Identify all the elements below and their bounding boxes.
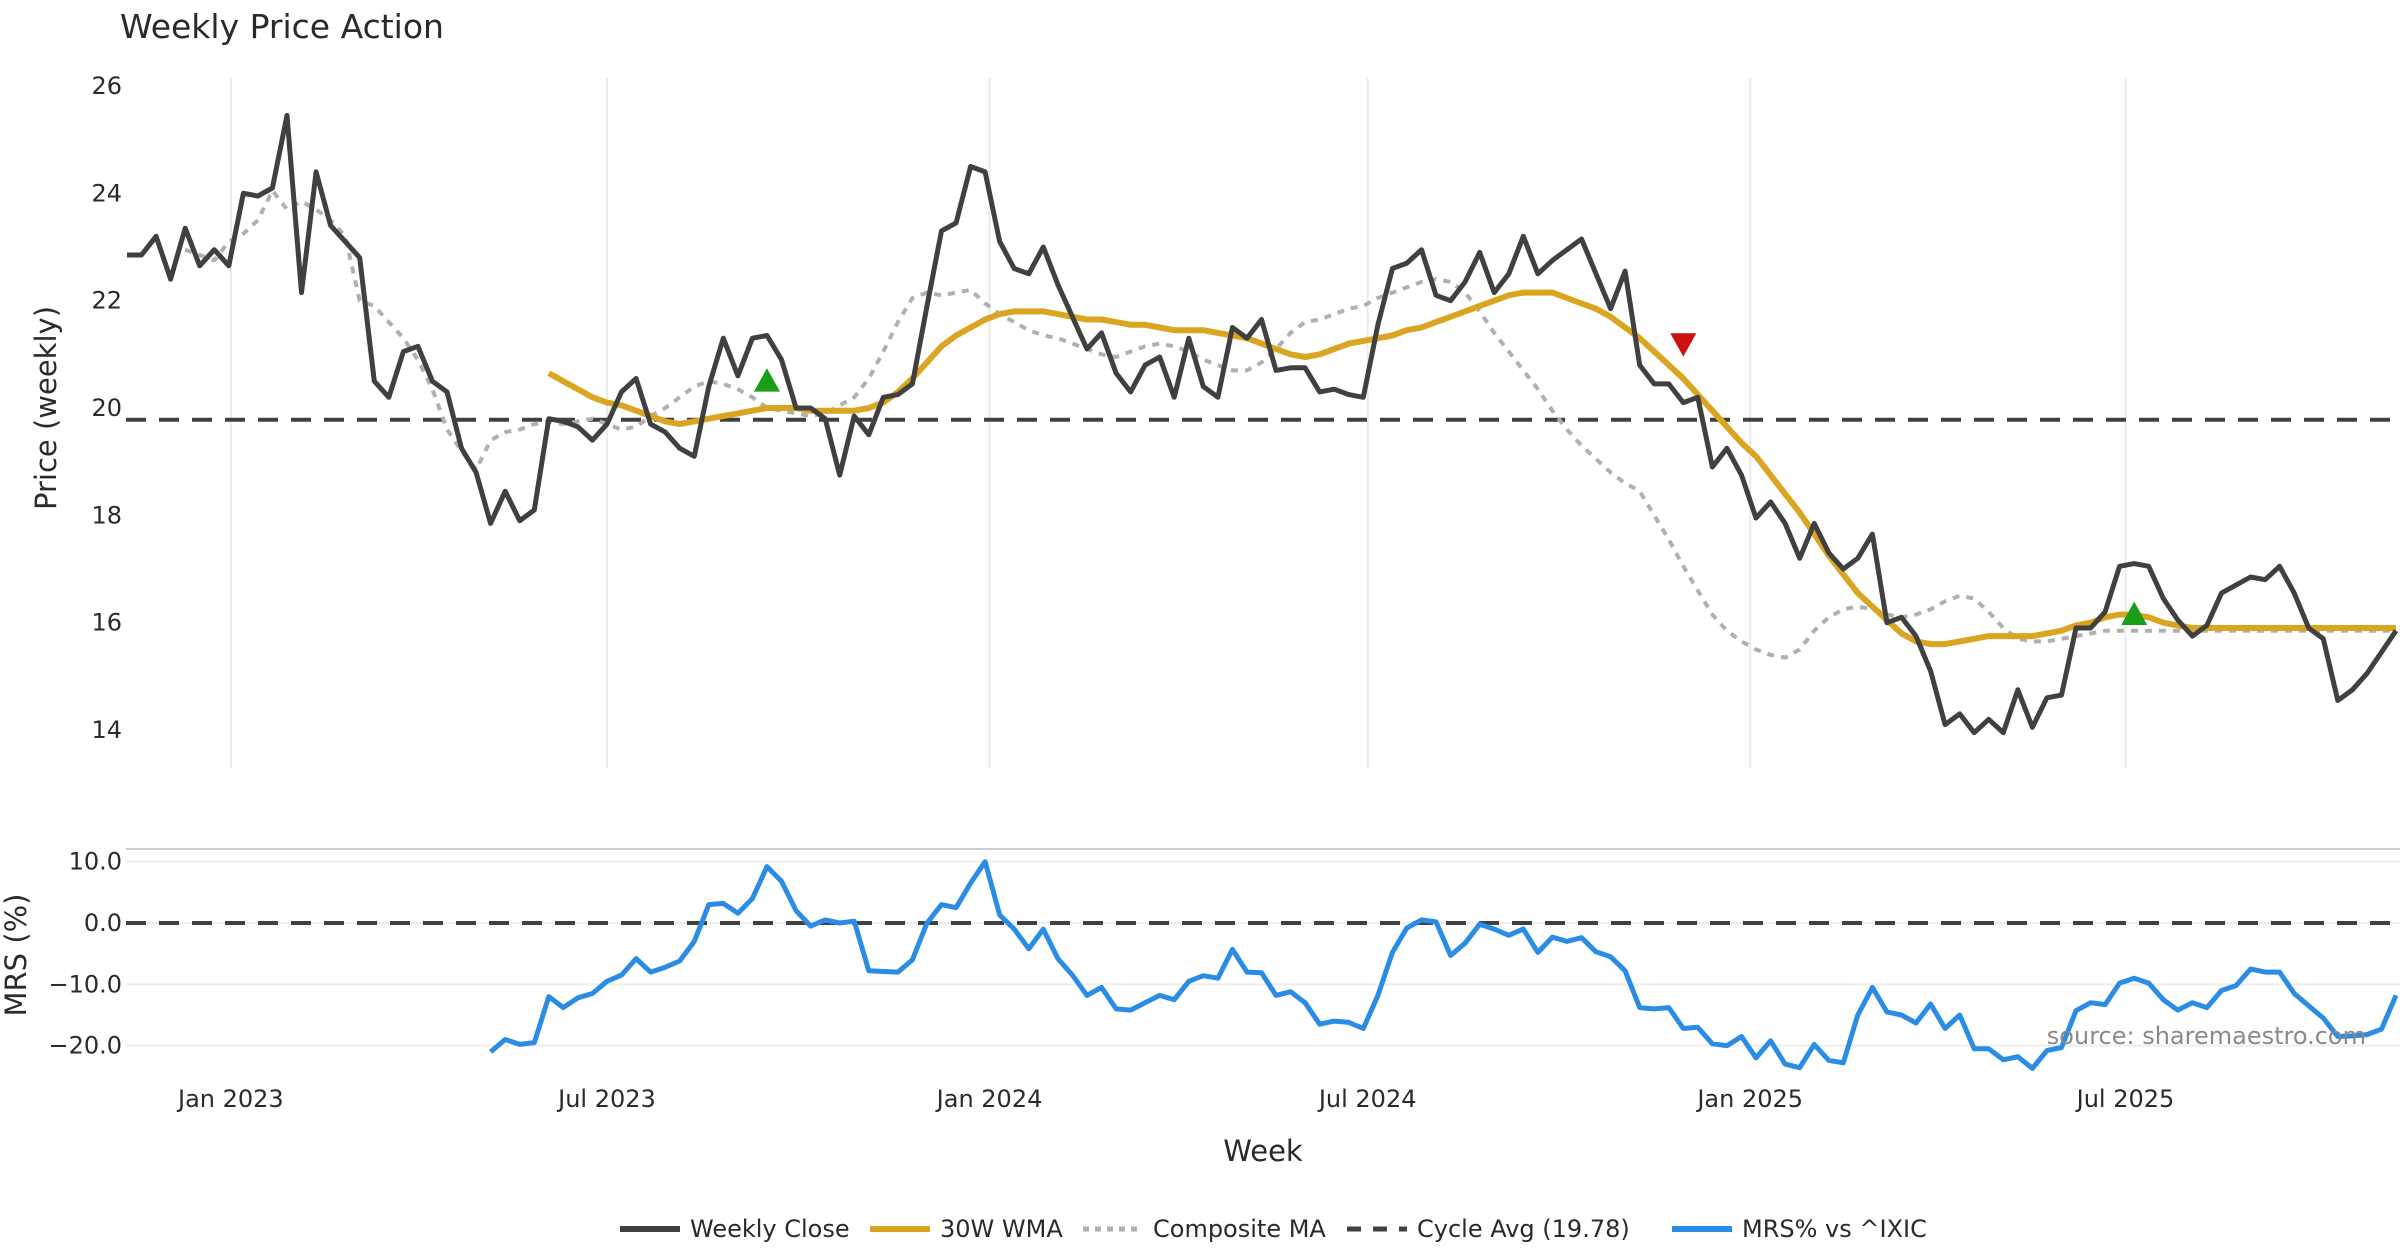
series-mrs-vs-ixic — [488, 859, 2399, 1071]
main-y-axis-label: Price (weekly) — [29, 306, 63, 510]
x-ticks: Jan 2023 Jul 2023 Jan 2024 Jul 2024 Jan 2025… — [176, 1085, 2174, 1113]
sell-signal-marker — [1670, 333, 1697, 357]
mrs-gridlines — [126, 860, 2400, 1047]
y-tick-label: 26 — [91, 72, 122, 100]
x-tick-label: Jan 2024 — [935, 1085, 1043, 1113]
x-tick-label: Jul 2023 — [556, 1085, 656, 1113]
y-tick-label: 20 — [91, 394, 122, 422]
y-tick-label: 18 — [91, 501, 122, 529]
series-30w-wma — [547, 289, 2396, 648]
mrs-y-tick-label: 10.0 — [69, 848, 122, 876]
y-tick-label: 24 — [91, 179, 122, 207]
signal-markers — [753, 333, 2148, 626]
legend-label: 30W WMA — [940, 1215, 1063, 1243]
mrs-y-tick-label: −20.0 — [48, 1032, 122, 1060]
y-tick-label: 14 — [91, 716, 122, 744]
legend: Weekly Close 30W WMA Composite MA Cycle Avg… — [620, 1215, 1927, 1243]
buy-signal-marker — [2121, 601, 2148, 626]
mrs-y-tick-label: −10.0 — [48, 970, 122, 998]
mrs-y-tick-label: 0.0 — [84, 909, 122, 937]
x-tick-label: Jan 2025 — [1695, 1085, 1803, 1113]
legend-label: Composite MA — [1153, 1215, 1326, 1243]
buy-signal-marker — [753, 368, 780, 392]
y-tick-label: 22 — [91, 287, 122, 315]
mrs-y-axis-label: MRS (%) — [0, 894, 33, 1017]
y-tick-label: 16 — [91, 609, 122, 637]
main-gridlines — [229, 78, 2127, 768]
x-tick-label: Jul 2024 — [1317, 1085, 1417, 1113]
legend-label: Weekly Close — [690, 1215, 850, 1243]
main-series — [126, 113, 2400, 736]
x-tick-label: Jul 2025 — [2075, 1085, 2175, 1113]
x-axis-label: Week — [1223, 1134, 1303, 1168]
chart-title: Weekly Price Action — [120, 7, 444, 46]
mrs-y-ticks: 10.0 0.0 −10.0 −20.0 — [48, 848, 122, 1060]
x-tick-label: Jan 2023 — [176, 1085, 284, 1113]
legend-label: Cycle Avg (19.78) — [1417, 1215, 1630, 1243]
series-weekly-close — [127, 113, 2399, 736]
main-y-ticks: 14 16 18 20 22 24 26 — [91, 72, 122, 744]
mrs-series — [126, 859, 2400, 1071]
series-composite-ma — [184, 188, 2396, 660]
legend-label: MRS% vs ^IXIC — [1742, 1215, 1927, 1243]
source-note: source: sharemaestro.com — [2047, 1022, 2366, 1050]
